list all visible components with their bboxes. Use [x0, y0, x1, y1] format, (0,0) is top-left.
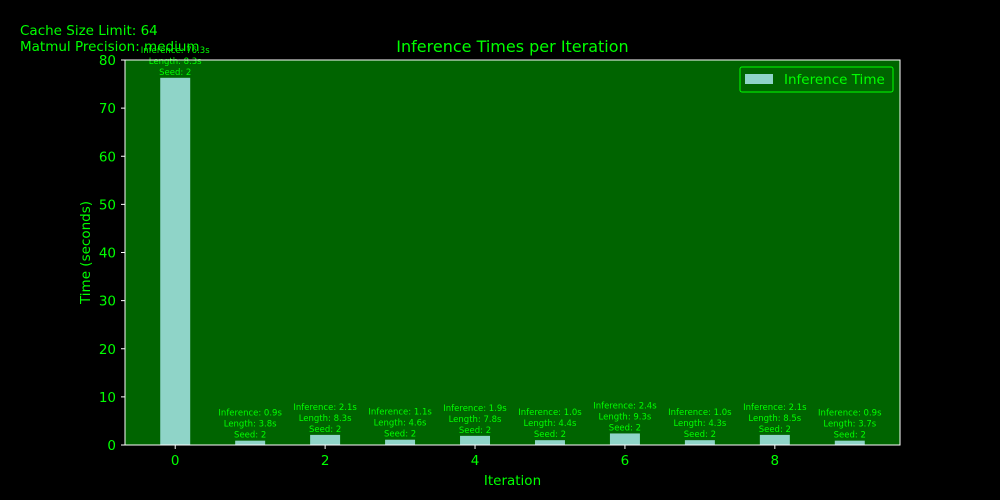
bar-annotation: Seed: 2 — [759, 425, 791, 435]
bar-annotation: Seed: 2 — [459, 426, 491, 436]
legend-label: Inference Time — [784, 72, 885, 88]
legend-box — [739, 66, 894, 93]
bar — [460, 435, 491, 445]
bar-annotation: Seed: 2 — [609, 423, 641, 433]
chart-title: Inference Times per Iteration — [396, 37, 628, 56]
plot-area — [125, 60, 900, 445]
y-tick-label: 80 — [99, 53, 116, 69]
y-tick-label: 10 — [99, 390, 116, 406]
bar — [834, 440, 865, 445]
x-tick-label: 6 — [621, 453, 630, 469]
y-axis-label: Time (seconds) — [78, 201, 94, 305]
x-tick-label: 2 — [321, 453, 330, 469]
bar-annotation: Length: 3.7s — [823, 420, 876, 430]
bar-annotation: Inference: 1.0s — [518, 408, 582, 418]
legend-swatch — [745, 74, 773, 84]
bar-annotation: Length: 8.3s — [299, 414, 352, 424]
bar-annotation: Inference: 2.1s — [293, 403, 357, 413]
bar — [310, 434, 341, 445]
bar — [385, 439, 416, 445]
bar — [609, 433, 640, 445]
bar — [160, 77, 191, 446]
bar-annotation: Length: 7.8s — [449, 415, 502, 425]
x-tick-label: 8 — [771, 453, 780, 469]
legend: Inference Time — [739, 66, 894, 93]
y-tick-label: 60 — [99, 149, 116, 165]
bar — [534, 440, 565, 445]
bar-annotation: Seed: 2 — [684, 430, 716, 440]
y-tick-label: 40 — [99, 246, 116, 262]
bar-annotation: Seed: 2 — [234, 431, 266, 441]
bar-annotation: Inference: 1.0s — [668, 408, 732, 418]
bar-annotation: Length: 3.8s — [224, 420, 277, 430]
bar-annotation: Inference: 0.9s — [218, 409, 282, 419]
x-tick-label: 0 — [171, 453, 180, 469]
bar — [759, 434, 790, 445]
bar-annotation: Length: 4.6s — [374, 419, 427, 429]
bar — [235, 440, 266, 445]
bar-annotation: Seed: 2 — [534, 430, 566, 440]
y-tick-label: 0 — [107, 438, 116, 454]
bar-annotation: Length: 4.3s — [673, 419, 726, 429]
bar-annotation: Inference: 0.9s — [818, 409, 882, 419]
bar-annotation: Inference: 2.4s — [593, 401, 657, 411]
matmul-precision-label: Matmul Precision: medium — [20, 39, 200, 55]
bar-annotation: Length: 8.3s — [149, 57, 202, 67]
bar-annotation: Length: 4.4s — [524, 419, 577, 429]
bar-annotation: Inference: 76.3s — [141, 46, 210, 56]
y-tick-label: 20 — [99, 342, 116, 358]
cache-size-label: Cache Size Limit: 64 — [20, 23, 158, 39]
bar — [684, 440, 715, 445]
bar-annotation: Length: 8.5s — [748, 414, 801, 424]
x-tick-label: 4 — [471, 453, 480, 469]
y-tick-label: 50 — [99, 197, 116, 213]
y-tick-label: 30 — [99, 294, 116, 310]
bar-annotation: Seed: 2 — [384, 430, 416, 440]
bar-annotation: Inference: 2.1s — [743, 403, 807, 413]
y-tick-label: 70 — [99, 101, 116, 117]
bar-annotation: Inference: 1.1s — [368, 408, 432, 418]
bar-annotation: Length: 9.3s — [599, 412, 652, 422]
bar-annotation: Inference: 1.9s — [443, 404, 507, 414]
bar-annotation: Seed: 2 — [159, 68, 191, 78]
x-axis-label: Iteration — [484, 473, 541, 489]
bar-annotation: Seed: 2 — [309, 425, 341, 435]
bar-annotation: Seed: 2 — [834, 431, 866, 441]
